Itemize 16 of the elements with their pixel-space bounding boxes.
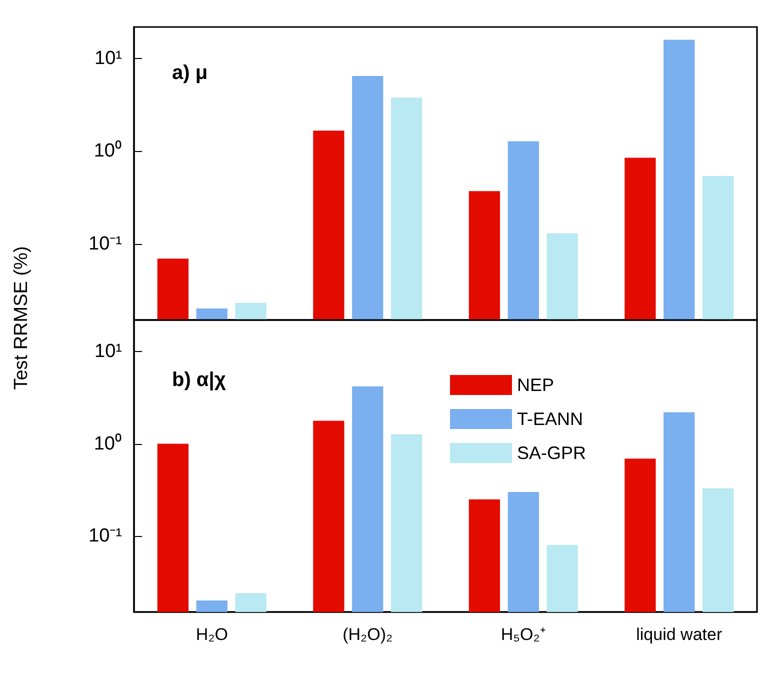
legend-label: SA-GPR [517,443,586,463]
x-tick-label: liquid water [636,625,722,644]
y-tick-label: 10⁻¹ [88,233,122,254]
legend-label: T-EANN [517,409,584,429]
x-tick-label: H₂O [196,625,228,644]
annotation: b) α|χ [172,369,226,391]
y-tick-label: 10¹ [94,341,122,362]
y-tick-label: 10¹ [94,48,122,70]
x-tick-label: (H₂O)₂ [342,625,393,644]
y-tick-label: 10⁰ [94,140,122,162]
y-tick-label: 10⁻¹ [88,526,122,547]
x-tick-label: H₅O₂⁺ [500,625,546,644]
annotation: a) μ [172,62,208,84]
y-axis-title: Test RRMSE (%) [11,246,33,390]
y-tick-label: 10⁰ [94,432,122,454]
legend-label: NEP [517,375,554,395]
